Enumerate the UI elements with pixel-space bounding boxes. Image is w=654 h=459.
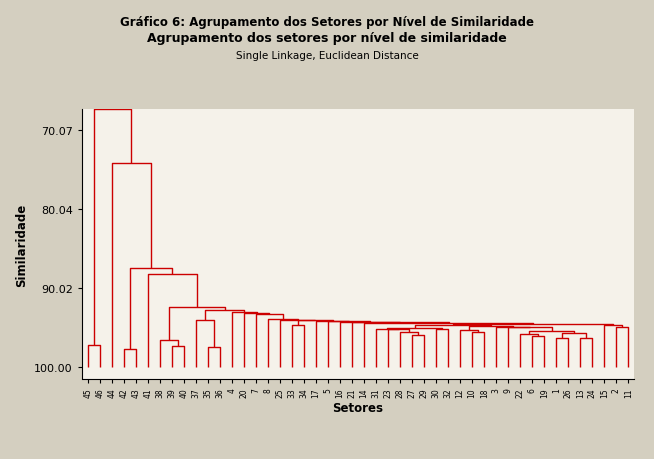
- Y-axis label: Similaridade: Similaridade: [16, 203, 29, 286]
- Text: Single Linkage, Euclidean Distance: Single Linkage, Euclidean Distance: [235, 50, 419, 61]
- X-axis label: Setores: Setores: [333, 402, 383, 414]
- Text: Gráfico 6: Agrupamento dos Setores por Nível de Similaridade: Gráfico 6: Agrupamento dos Setores por N…: [120, 16, 534, 29]
- Text: Agrupamento dos setores por nível de similaridade: Agrupamento dos setores por nível de sim…: [147, 32, 507, 45]
